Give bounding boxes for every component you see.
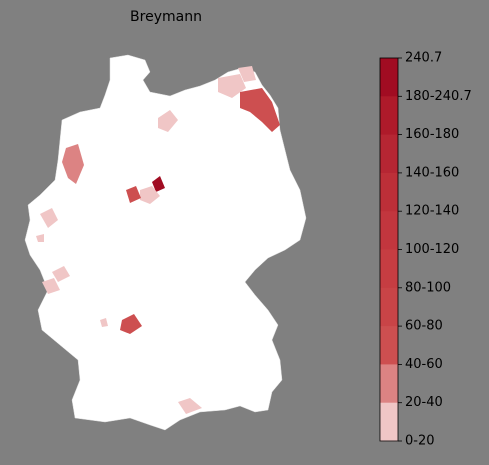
colorbar: 240.7 180-240.7 160-180 140-160 120-140 100-1… [379,51,472,449]
colorbar-label: 80-100 [405,280,451,295]
colorbar-segment [380,287,398,327]
region [126,186,141,203]
colorbar-segment [380,326,398,365]
colorbar-label: 0-20 [405,434,435,449]
region [240,88,280,132]
colorbar-segment [380,58,398,97]
region [218,74,246,98]
colorbar-segment [380,249,398,289]
colorbar-label: 100-120 [405,242,459,257]
region [100,318,108,327]
colorbar-segment [380,211,398,250]
region [152,176,165,192]
map-title: Breymann [130,9,202,25]
region [52,266,70,282]
region [42,278,60,294]
region [36,234,44,242]
region [40,208,58,228]
colorbar-label: 140-160 [405,165,459,180]
region [178,398,202,414]
region [158,110,178,132]
colorbar-label: 120-140 [405,204,459,219]
colorbar-label: 40-60 [405,357,443,372]
colorbar-label: 180-240.7 [405,89,472,104]
colorbar-segment [380,402,398,442]
colorbar-segment [380,172,398,212]
colorbar-label: 20-40 [405,395,443,410]
germany-map [24,54,307,431]
colorbar-label: 160-180 [405,127,459,142]
colorbar-label: 240.7 [405,51,442,66]
colorbar-segment [380,134,398,174]
colorbar-segment [380,364,398,404]
colorbar-segment [380,96,398,136]
colorbar-label: 60-80 [405,319,443,334]
region [238,66,256,82]
region [140,186,160,204]
region [120,314,142,334]
region [62,144,84,184]
